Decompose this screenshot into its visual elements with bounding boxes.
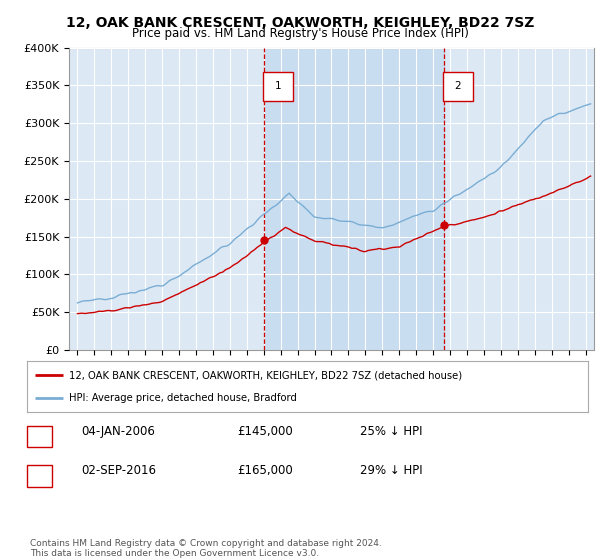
Bar bbox=[264, 48, 445, 350]
Text: 2: 2 bbox=[455, 81, 461, 91]
Text: HPI: Average price, detached house, Bradford: HPI: Average price, detached house, Brad… bbox=[69, 393, 297, 403]
Text: 04-JAN-2006: 04-JAN-2006 bbox=[81, 424, 155, 438]
Text: 29% ↓ HPI: 29% ↓ HPI bbox=[360, 464, 422, 477]
Text: Contains HM Land Registry data © Crown copyright and database right 2024.
This d: Contains HM Land Registry data © Crown c… bbox=[30, 539, 382, 558]
Text: 02-SEP-2016: 02-SEP-2016 bbox=[81, 464, 156, 477]
Text: 1: 1 bbox=[36, 424, 43, 438]
Text: Price paid vs. HM Land Registry's House Price Index (HPI): Price paid vs. HM Land Registry's House … bbox=[131, 27, 469, 40]
FancyBboxPatch shape bbox=[263, 72, 293, 101]
FancyBboxPatch shape bbox=[443, 72, 473, 101]
Text: £145,000: £145,000 bbox=[237, 424, 293, 438]
Text: 1: 1 bbox=[275, 81, 281, 91]
Text: 2: 2 bbox=[36, 464, 43, 477]
Text: 25% ↓ HPI: 25% ↓ HPI bbox=[360, 424, 422, 438]
Text: 12, OAK BANK CRESCENT, OAKWORTH, KEIGHLEY, BD22 7SZ: 12, OAK BANK CRESCENT, OAKWORTH, KEIGHLE… bbox=[66, 16, 534, 30]
Text: £165,000: £165,000 bbox=[237, 464, 293, 477]
Text: 12, OAK BANK CRESCENT, OAKWORTH, KEIGHLEY, BD22 7SZ (detached house): 12, OAK BANK CRESCENT, OAKWORTH, KEIGHLE… bbox=[69, 370, 462, 380]
